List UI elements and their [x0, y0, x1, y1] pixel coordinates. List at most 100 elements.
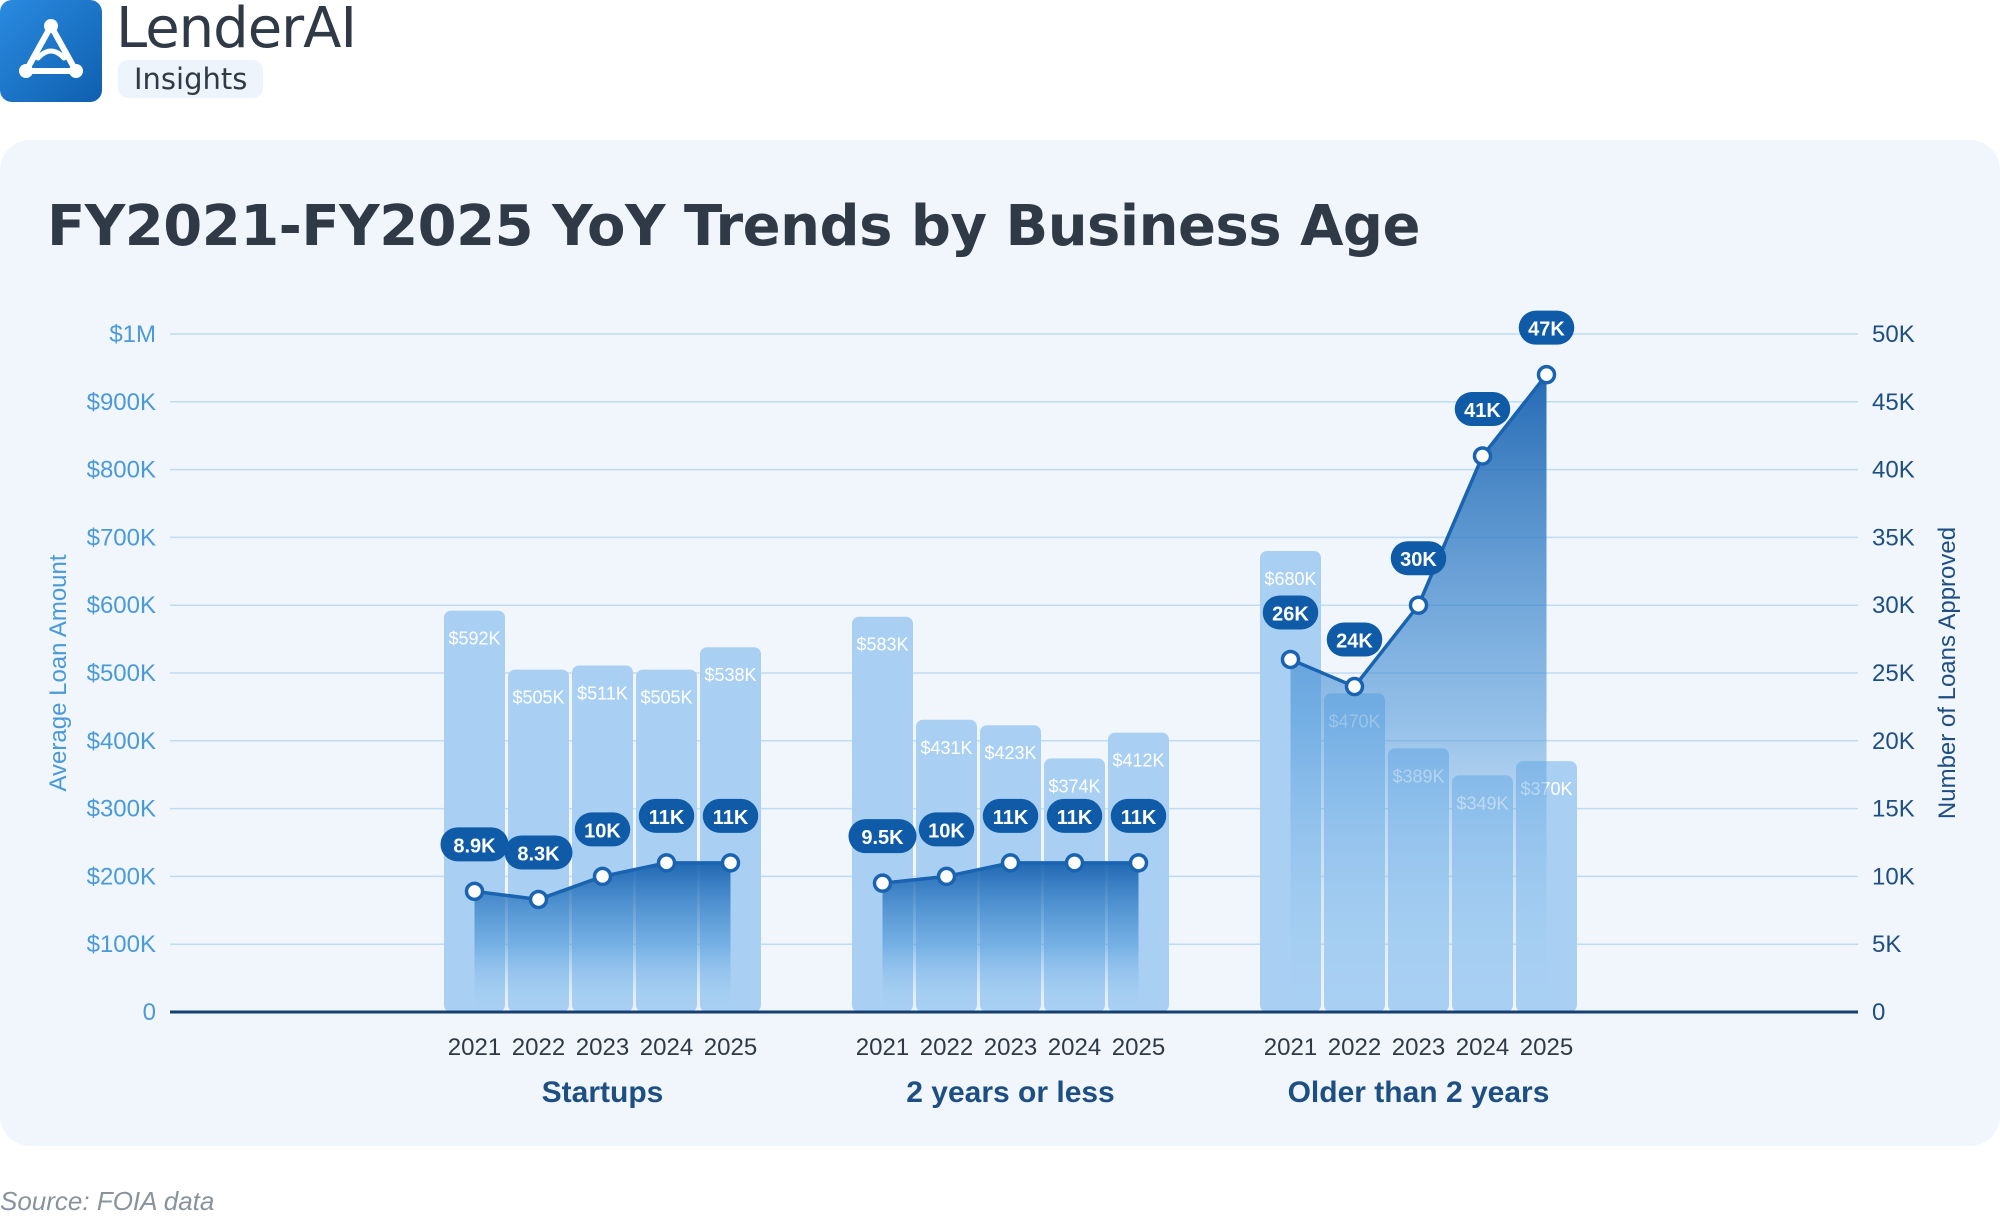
line-label-pill: [982, 798, 1039, 833]
line-label-pill: [1518, 310, 1575, 345]
x-tick-label: 2023: [984, 1034, 1037, 1061]
x-tick-label: 2025: [1112, 1034, 1165, 1061]
y2-tick-label: 0: [1872, 999, 1885, 1026]
series-point: [872, 873, 893, 893]
line-value-label: 8.9K: [453, 835, 496, 857]
group-label: Older than 2 years: [1288, 1076, 1550, 1109]
y2-tick-label: 25K: [1872, 660, 1915, 687]
series-point: [936, 866, 957, 887]
x-tick-label: 2022: [512, 1034, 565, 1061]
line-label-pill: [1326, 622, 1383, 657]
y-tick-label: $400K: [87, 728, 156, 755]
x-tick-label: 2022: [920, 1034, 973, 1061]
y-tick-label: 0: [143, 999, 156, 1026]
x-tick-label: 2023: [1392, 1034, 1445, 1061]
y2-tick-label: 50K: [1872, 321, 1915, 348]
line-value-label: 10K: [928, 820, 965, 842]
x-tick-label: 2024: [640, 1034, 693, 1061]
line-value-label: 11K: [1057, 807, 1093, 829]
series-point: [1408, 595, 1429, 615]
y2-tick-label: 10K: [1872, 863, 1915, 890]
bar-value-label: $412K: [1112, 751, 1164, 771]
y-tick-label: $600K: [87, 592, 156, 619]
y-tick-label: $200K: [87, 863, 156, 890]
line-label-pill: [918, 812, 975, 847]
line-value-label: 26K: [1272, 603, 1309, 625]
y-tick-label: $300K: [87, 796, 156, 823]
y2-tick-label: 15K: [1872, 796, 1915, 823]
bar-value-label: $511K: [577, 684, 628, 704]
x-tick-label: 2024: [1456, 1034, 1509, 1061]
series-point: [464, 881, 485, 902]
series-point: [1472, 446, 1493, 466]
series-area: [882, 862, 1139, 1012]
bar-value-label: $505K: [512, 688, 564, 708]
line-value-label: 47K: [1528, 319, 1565, 341]
line-value-label: 11K: [649, 807, 685, 829]
line-label-pill: [440, 827, 509, 862]
y2-tick-label: 30K: [1872, 592, 1915, 619]
line-label-pill: [1390, 541, 1447, 576]
y-tick-label: $100K: [87, 931, 156, 958]
series-area: [1290, 374, 1547, 1012]
series-point: [1536, 364, 1557, 385]
line-value-label: 11K: [713, 807, 749, 829]
brand-subtitle: Insights: [118, 60, 264, 98]
line-label-pill: [638, 798, 695, 833]
series-point: [592, 866, 613, 887]
y2-tick-label: 35K: [1872, 524, 1915, 551]
y2-tick-label: 5K: [1872, 931, 1901, 958]
series-point: [1000, 853, 1021, 873]
y-tick-label: $800K: [87, 457, 156, 484]
x-tick-label: 2024: [1048, 1034, 1101, 1061]
y2-tick-label: 40K: [1872, 457, 1915, 484]
series-point: [1280, 649, 1301, 670]
series-point: [720, 853, 741, 873]
line-label-pill: [1046, 798, 1103, 833]
bar-value-label: $680K: [1264, 569, 1316, 589]
x-tick-label: 2023: [576, 1034, 629, 1061]
brand-name: LenderAI: [116, 0, 357, 61]
line-label-pill: [848, 819, 917, 854]
bar-value-label: $583K: [856, 635, 908, 655]
bar-value-label: $505K: [640, 688, 692, 708]
y-tick-label: $1M: [109, 321, 156, 348]
triangle-nodes-icon: [0, 0, 102, 102]
group-label: Startups: [542, 1076, 664, 1109]
series-point: [1064, 853, 1085, 873]
x-tick-label: 2025: [1520, 1034, 1573, 1061]
series-point: [656, 853, 677, 873]
y2-axis-title: Number of Loans Approved: [1934, 527, 1961, 819]
y-tick-label: $700K: [87, 524, 156, 551]
x-tick-label: 2021: [1264, 1034, 1317, 1061]
line-value-label: 11K: [993, 807, 1029, 829]
y2-tick-label: 20K: [1872, 728, 1915, 755]
bar-value-label: $538K: [704, 665, 756, 685]
line-label-pill: [1110, 798, 1167, 833]
source-note: Source: FOIA data: [0, 1186, 215, 1216]
line-label-pill: [1262, 595, 1319, 630]
y-axis-title: Average Loan Amount: [45, 554, 72, 791]
chart-title: FY2021-FY2025 YoY Trends by Business Age: [47, 194, 1421, 259]
series-point: [528, 889, 549, 910]
line-label-pill: [702, 798, 759, 833]
line-value-label: 8.3K: [517, 843, 560, 865]
line-value-label: 9.5K: [861, 827, 904, 849]
bar-value-label: $592K: [448, 629, 500, 649]
line-label-pill: [574, 812, 631, 847]
line-label-pill: [1454, 392, 1511, 427]
x-tick-label: 2021: [856, 1034, 909, 1061]
x-tick-label: 2022: [1328, 1034, 1381, 1061]
line-value-label: 10K: [584, 820, 621, 842]
bar-value-label: $423K: [984, 743, 1036, 763]
y-tick-label: $500K: [87, 660, 156, 687]
line-value-label: 41K: [1464, 400, 1501, 422]
x-tick-label: 2021: [448, 1034, 501, 1061]
x-tick-label: 2025: [704, 1034, 757, 1061]
y-tick-label: $900K: [87, 389, 156, 416]
bar-value-label: $374K: [1048, 776, 1100, 796]
line-value-label: 30K: [1400, 549, 1437, 571]
series-point: [1128, 853, 1149, 873]
series-point: [1344, 676, 1365, 697]
